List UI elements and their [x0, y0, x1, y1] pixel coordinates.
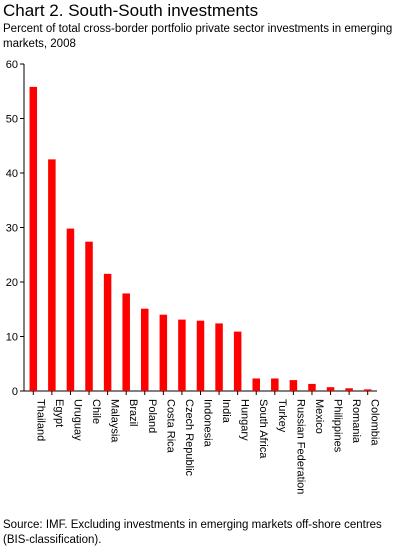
- bar: [66, 228, 75, 391]
- x-category-label: India: [220, 399, 232, 424]
- bar: [308, 383, 316, 391]
- bar: [252, 378, 260, 391]
- y-tick-label: 40: [6, 168, 18, 180]
- bar: [345, 388, 353, 391]
- x-category-label: Thailand: [34, 399, 46, 441]
- x-category-label: Brazil: [127, 399, 139, 427]
- bar: [159, 314, 168, 391]
- bar: [289, 380, 298, 391]
- x-category-label: Malaysia: [109, 399, 121, 443]
- x-axis-categories: Thailand Egypt Uruguay Chile Malaysia Brazil P…: [32, 391, 381, 494]
- y-axis-ticks: 0 10 20 30 40 50 60: [6, 59, 24, 398]
- bar: [215, 323, 223, 391]
- bar: [363, 389, 372, 391]
- x-category-label: Turkey: [276, 399, 288, 433]
- y-tick-label: 30: [6, 223, 18, 235]
- x-category-label: Hungary: [239, 399, 251, 441]
- chart-bars: [29, 86, 372, 391]
- bar: [103, 273, 112, 391]
- source-note: Source: IMF. Excluding investments in em…: [3, 519, 382, 546]
- x-category-label: Costa Rica: [164, 399, 176, 454]
- bar: [122, 293, 130, 391]
- bar: [271, 378, 279, 391]
- x-category-label: Egypt: [53, 399, 65, 427]
- bar: [196, 320, 205, 391]
- bar: [48, 159, 56, 391]
- bar: [29, 86, 38, 391]
- chart-subtitle: Percent of total cross-border portfolio …: [3, 23, 393, 50]
- x-category-label: Romania: [350, 399, 362, 444]
- x-category-label: Czech Republic: [183, 399, 195, 477]
- x-category-label: Poland: [146, 399, 158, 433]
- bar: [326, 387, 335, 391]
- y-tick-label: 10: [6, 332, 18, 344]
- y-tick-label: 0: [12, 386, 18, 398]
- x-category-label: Colombia: [369, 399, 381, 446]
- bar: [141, 308, 149, 391]
- x-category-label: Uruguay: [71, 399, 83, 441]
- x-category-label: Philippines: [332, 399, 344, 453]
- x-category-label: Russian Federation: [294, 399, 306, 494]
- bar: [233, 331, 242, 391]
- x-category-label: Indonesia: [202, 399, 214, 448]
- bar: [85, 241, 93, 391]
- x-category-label: Mexico: [313, 399, 325, 434]
- y-tick-label: 20: [6, 277, 18, 289]
- y-tick-label: 50: [6, 114, 18, 126]
- chart-title: Chart 2. South-South investments: [3, 1, 259, 20]
- x-category-label: Chile: [90, 399, 102, 424]
- y-tick-label: 60: [6, 59, 18, 71]
- bar: [178, 319, 186, 391]
- x-category-label: South Africa: [257, 399, 269, 459]
